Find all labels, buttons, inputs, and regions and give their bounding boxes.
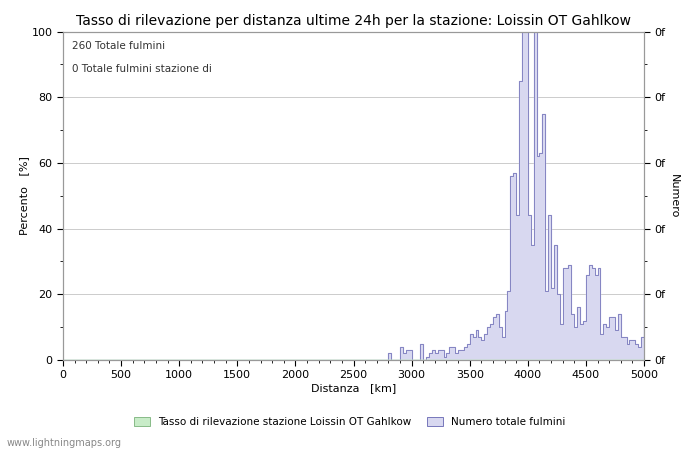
Y-axis label: Percento   [%]: Percento [%] bbox=[19, 156, 29, 235]
Text: 0 Totale fulmini stazione di: 0 Totale fulmini stazione di bbox=[71, 64, 211, 74]
X-axis label: Distanza   [km]: Distanza [km] bbox=[311, 383, 396, 393]
Y-axis label: Numero: Numero bbox=[669, 174, 679, 218]
Legend: Tasso di rilevazione stazione Loissin OT Gahlkow, Numero totale fulmini: Tasso di rilevazione stazione Loissin OT… bbox=[130, 413, 570, 431]
Title: Tasso di rilevazione per distanza ultime 24h per la stazione: Loissin OT Gahlkow: Tasso di rilevazione per distanza ultime… bbox=[76, 14, 631, 27]
Text: www.lightningmaps.org: www.lightningmaps.org bbox=[7, 438, 122, 448]
Text: 260 Totale fulmini: 260 Totale fulmini bbox=[71, 41, 164, 51]
